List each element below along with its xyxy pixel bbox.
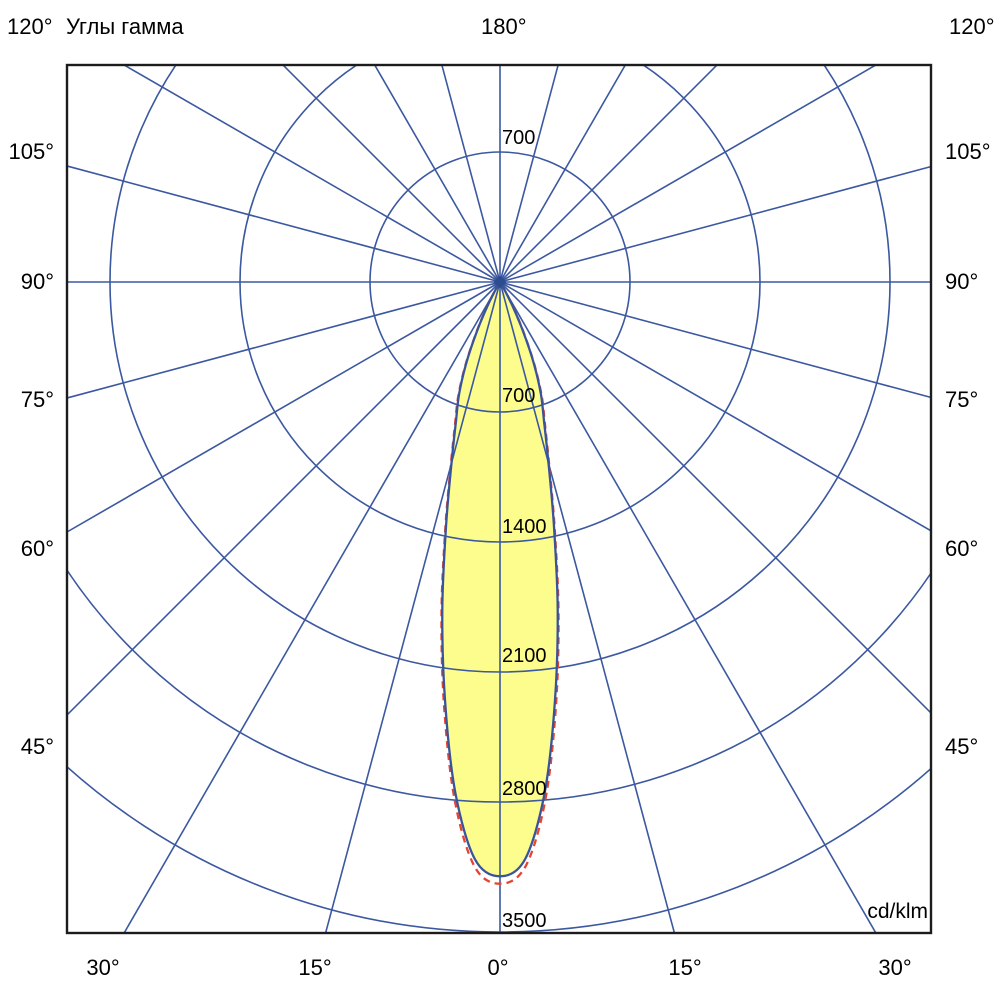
radial-tick-700-top: 700 xyxy=(502,127,536,149)
angle-label-left-90: 90° xyxy=(20,269,54,294)
angle-label-right-60: 60° xyxy=(945,536,979,561)
radial-tick-2800: 2800 xyxy=(502,778,547,800)
angle-label-bottom-0: 0° xyxy=(487,955,509,980)
radial-tick-2100: 2100 xyxy=(502,645,547,667)
angle-label-bottom-15-right: 15° xyxy=(668,955,702,980)
angle-label-right-90: 90° xyxy=(945,269,979,294)
angle-label-right-105: 105° xyxy=(945,139,991,164)
angle-label-left-105: 105° xyxy=(8,139,54,164)
angle-label-top-left-120: 120° xyxy=(7,14,53,39)
angle-label-bottom-30-left: 30° xyxy=(86,955,120,980)
radial-tick-3500: 3500 xyxy=(502,910,547,932)
angle-label-left-75: 75° xyxy=(20,387,54,412)
angle-label-left-60: 60° xyxy=(20,536,54,561)
plot-frame xyxy=(65,63,933,935)
angle-label-right-75: 75° xyxy=(945,387,979,412)
angle-label-bottom-15-left: 15° xyxy=(298,955,332,980)
radial-tick-700: 700 xyxy=(502,385,536,407)
pole-marker xyxy=(493,275,507,289)
angle-label-bottom-30-right: 30° xyxy=(878,955,912,980)
intensity-curve-c0-c180 xyxy=(441,279,559,878)
angle-label-top-right-120: 120° xyxy=(949,14,995,39)
radial-tick-1400: 1400 xyxy=(502,516,547,538)
units-label: cd/klm xyxy=(867,900,928,923)
angle-label-top-180: 180° xyxy=(481,14,527,39)
chart-title: Углы гамма xyxy=(66,14,184,39)
angle-label-left-45: 45° xyxy=(20,734,54,759)
angle-label-right-45: 45° xyxy=(945,734,979,759)
